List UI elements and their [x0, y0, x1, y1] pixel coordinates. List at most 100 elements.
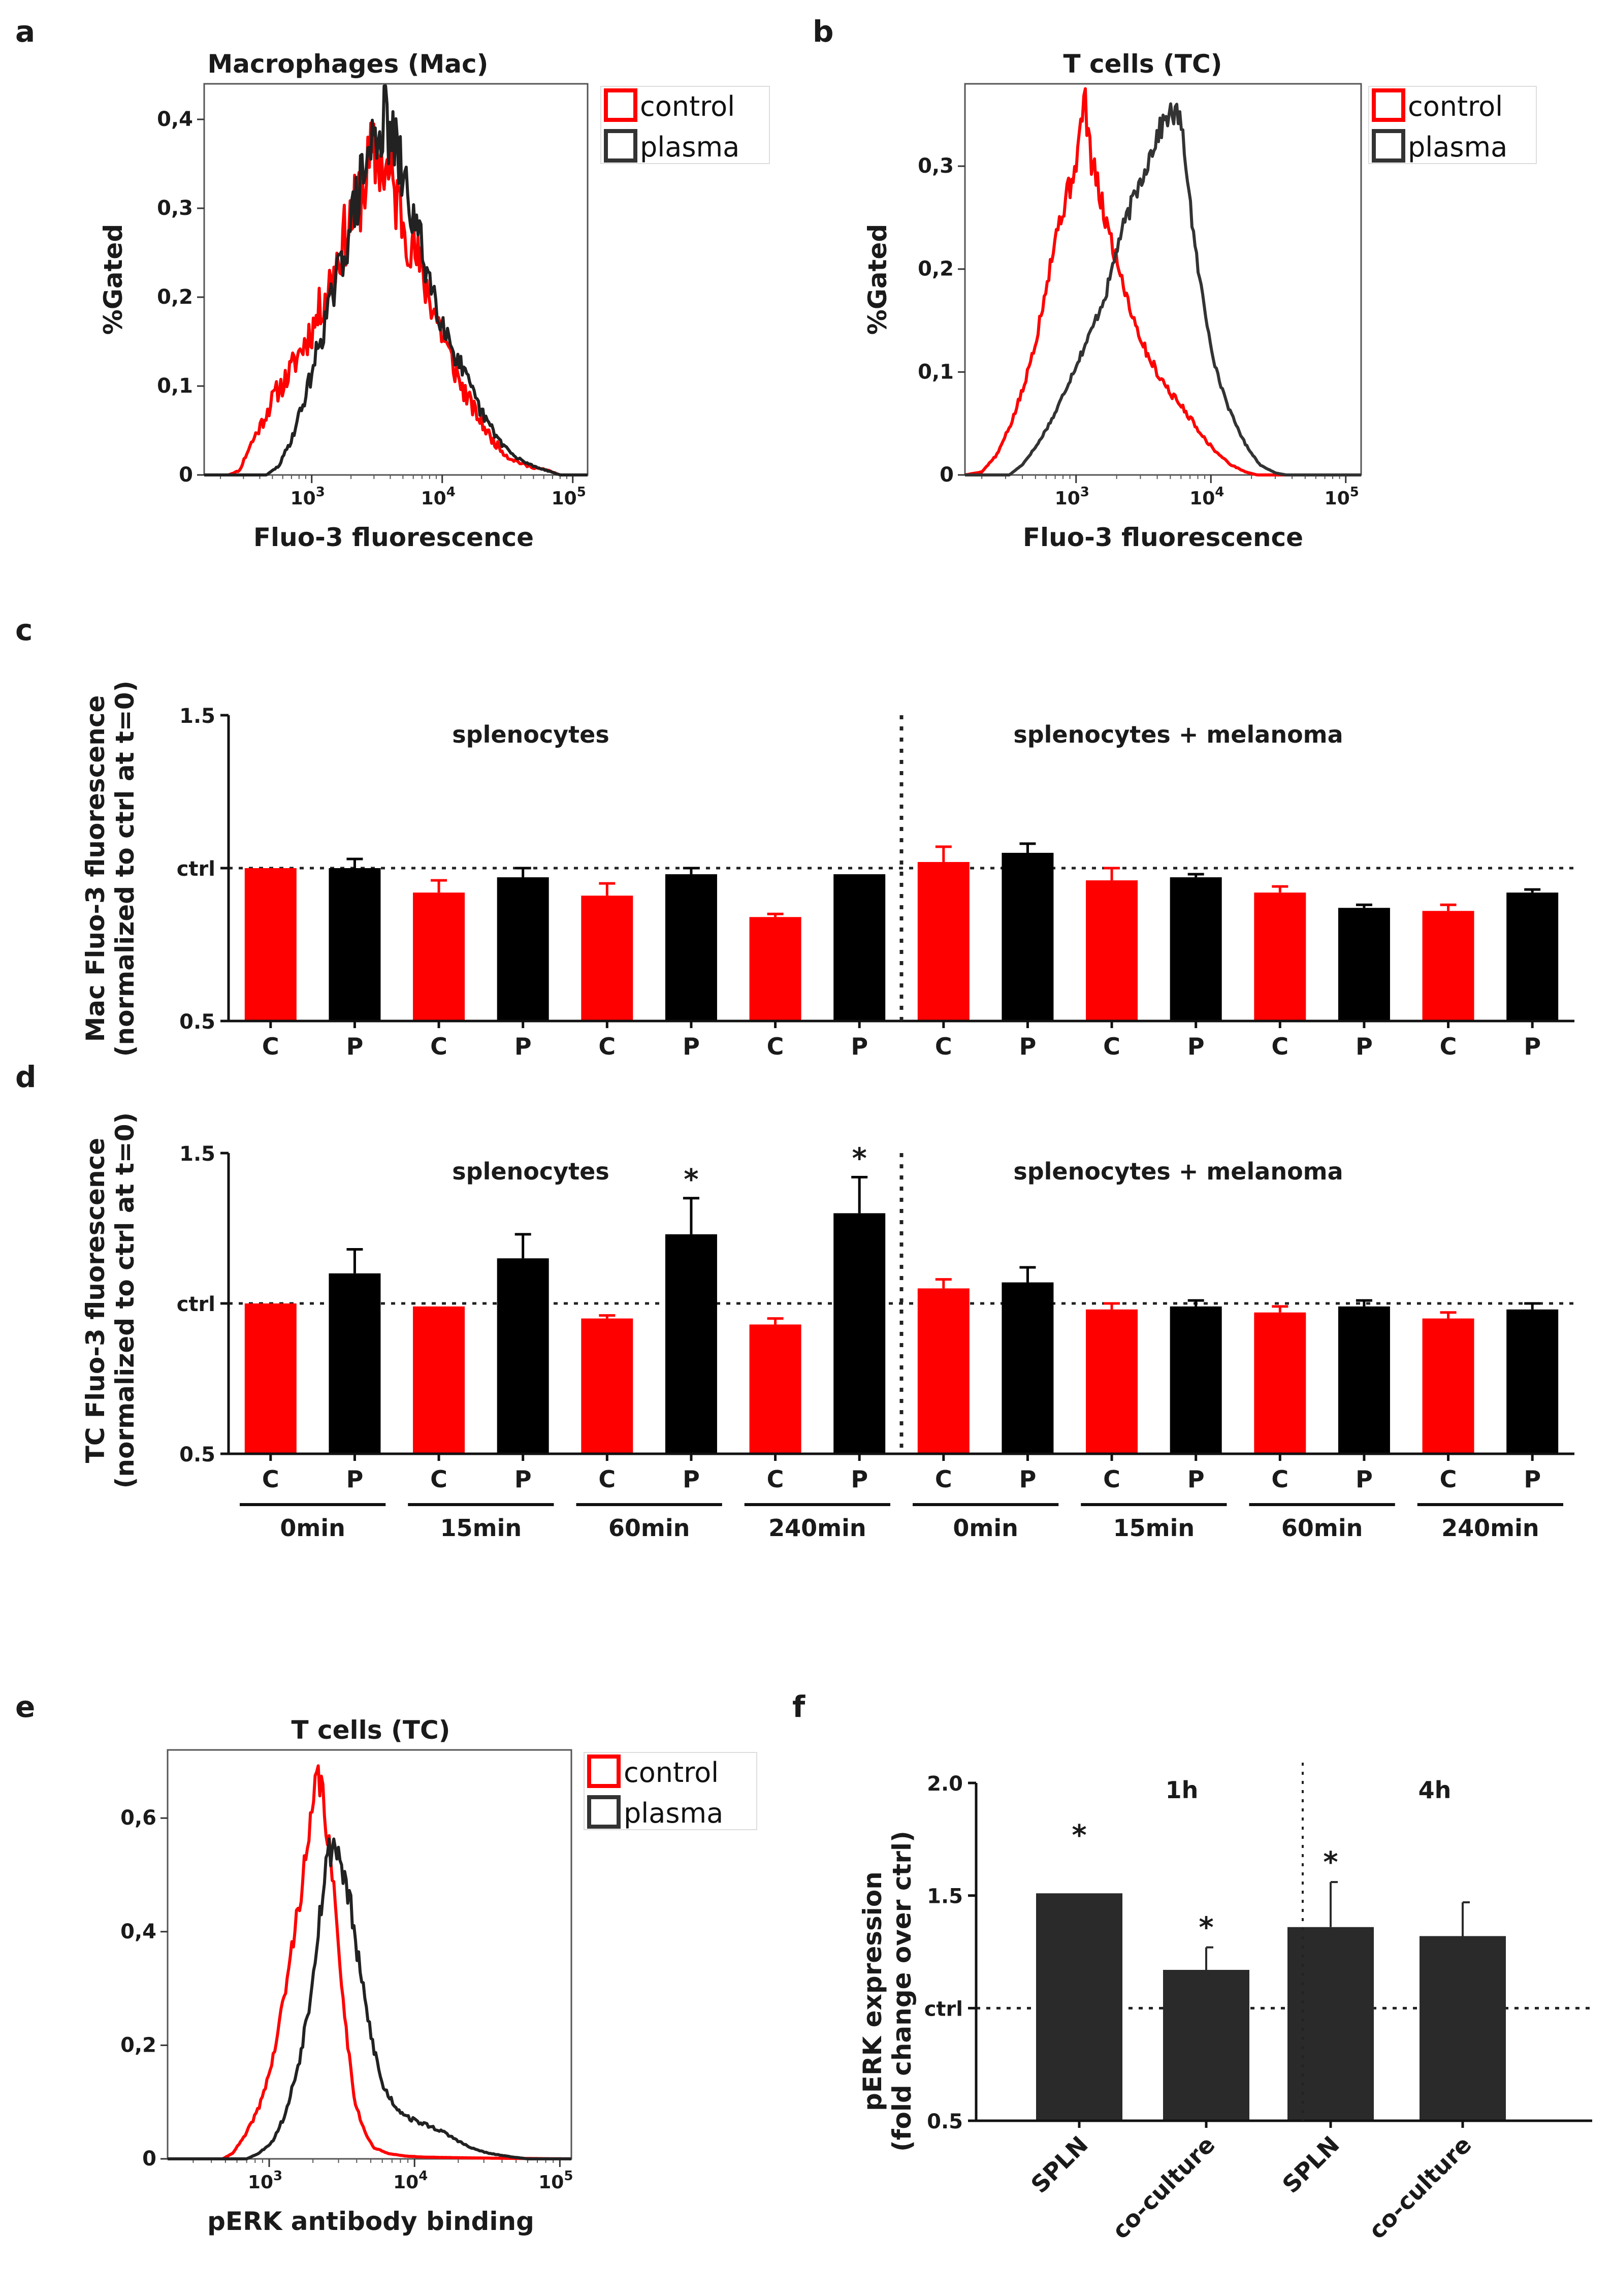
panel-f-bar-1: [1163, 1969, 1249, 2121]
panel_a-x-tick-label: 105: [552, 485, 586, 509]
panel_c-x-label-0: C: [262, 1033, 279, 1060]
panel_a-y-tick-label: 0,3: [157, 197, 193, 220]
panel_c-bar-11: [1170, 877, 1222, 1021]
panel-letter-f: f: [792, 1689, 805, 1724]
panel-e-x-ticks: 103 104 105: [192, 2159, 573, 2193]
panel-f-x-label-0: SPLN: [1025, 2131, 1093, 2198]
panel_c-x-label-12: C: [1271, 1033, 1288, 1060]
panel_c-bar-2: [413, 892, 465, 1021]
panel_e-y-tick-label: 0,2: [120, 2033, 156, 2057]
panel-c-section-splenocytes: splenocytes: [452, 721, 609, 748]
panel-f: f pERK expression (fold change over ctrl…: [792, 1689, 1592, 2244]
panel_d-bar-10: [1086, 1309, 1138, 1454]
panel-d-time-groups: 0min 15min 60min 240min 0min 15min 60min 240min: [240, 1503, 1563, 1542]
panel-f-section-1h: 1h: [1166, 1776, 1199, 1804]
panel_d-bar-14: [1422, 1318, 1474, 1454]
panel-f-significance-star-1: *: [1199, 1911, 1213, 1944]
panel-d-error-bars: [346, 1175, 1541, 1325]
panel-f-bar-0: [1036, 1893, 1122, 2121]
panel-b-plot-frame: [964, 83, 1362, 476]
panel-f-x-label-3: co-culture: [1363, 2131, 1477, 2245]
panel_c-x-label-14: C: [1440, 1033, 1457, 1060]
panel_b-x-tick-label: 103: [1055, 485, 1089, 509]
panel_d-bar-6: [749, 1324, 801, 1454]
panel_d-x-label-13: P: [1356, 1465, 1373, 1493]
panel-d: d TC Fluo-3 fluorescence (normalized to …: [15, 1060, 1574, 1542]
panel-b-legend: control plasma: [1368, 86, 1537, 164]
panel-a-legend-control-swatch: [604, 88, 637, 122]
panel-f-y-tick-label: 0.5: [927, 2110, 963, 2133]
panel_c-x-label-1: P: [346, 1033, 364, 1060]
panel_d-x-label-9: P: [1019, 1465, 1037, 1493]
panel-letter-e: e: [15, 1689, 35, 1724]
panel-b-y-ticks: 0 0,1 0,2 0,3: [918, 154, 965, 487]
panel_c-x-label-9: P: [1019, 1033, 1037, 1060]
panel_d-y-tick-label: 1.5: [179, 1142, 215, 1166]
panel_e-x-tick-label: 104: [393, 2169, 428, 2193]
panel-letter-a: a: [15, 14, 35, 49]
panel_a-y-tick-label: 0,2: [157, 285, 193, 309]
panel-d-bars: [244, 1213, 1559, 1454]
panel_c-x-label-7: P: [851, 1033, 868, 1060]
panel-b-y-axis-label: %Gated: [863, 224, 892, 335]
panel_e-y-tick-label: 0,6: [120, 1806, 156, 1830]
panel-e-y-ticks: 0 0,2 0,4 0,6: [120, 1806, 168, 2171]
panel_d-bar-9: [1002, 1282, 1054, 1454]
panel-f-x-label-1: co-culture: [1107, 2131, 1220, 2245]
panel-a-x-ticks: 103 104 105: [220, 475, 586, 509]
panel_c-bar-13: [1338, 908, 1390, 1021]
panel_a-x-tick-label: 104: [421, 485, 456, 509]
panel_d-group-label-0: 0min: [280, 1514, 345, 1542]
panel_d-x-label-11: P: [1187, 1465, 1205, 1493]
panel_d-x-label-12: C: [1271, 1465, 1288, 1493]
panel_d-bar-12: [1254, 1312, 1306, 1454]
panel_d-bar-3: [497, 1258, 549, 1454]
panel-e-curves: [168, 1764, 571, 2160]
panel_a-x-tick-label: 103: [291, 485, 325, 509]
panel-letter-d: d: [15, 1060, 37, 1094]
panel_c-bar-15: [1506, 892, 1559, 1021]
panel_c-bar-5: [665, 874, 717, 1021]
panel-f-y-tick-label: 2.0: [927, 1772, 963, 1796]
panel_e-y-tick-label: 0: [142, 2147, 156, 2171]
panel-e-legend-plasma: plasma: [624, 1797, 723, 1829]
panel-f-significance-star-0: *: [1072, 1819, 1086, 1852]
panel-b-legend-plasma-swatch: [1372, 129, 1405, 163]
panel_c-bar-10: [1086, 880, 1138, 1021]
panel_d-bar-5: [665, 1234, 717, 1454]
panel_d-bar-13: [1338, 1306, 1390, 1454]
panel-a-legend: control plasma: [600, 86, 770, 164]
panel_b-x-tick-label: 104: [1189, 485, 1224, 509]
panel_b-y-tick-label: 0: [940, 463, 954, 487]
panel-e-plot-frame: [167, 1749, 572, 2160]
panel-f-x-label-2: SPLN: [1277, 2131, 1344, 2198]
panel_c-bar-14: [1422, 911, 1474, 1021]
panel_d-group-label-4: 0min: [953, 1514, 1018, 1542]
panel-e-legend: control plasma: [584, 1752, 757, 1830]
panel-e-legend-control: control: [624, 1757, 719, 1789]
panel_d-group-label-7: 240min: [1441, 1514, 1539, 1542]
panel-c-bars: [244, 852, 1559, 1021]
panel-f-y-tick-label: 1.5: [927, 1885, 963, 1908]
panel-b-legend-control: control: [1408, 90, 1503, 122]
panel_b-curve-plasma: [965, 102, 1361, 476]
panel-f-section-4h: 4h: [1418, 1776, 1452, 1804]
panel-e: e T cells (TC) 0 0,2 0,4 0,6 103 104 105 pERK…: [15, 1689, 757, 2236]
panel-a-curves: [204, 84, 588, 476]
panel-a-legend-plasma-swatch: [604, 129, 637, 163]
panel-f-y-ticks: 0.5 ctrl 1.5 2.0: [924, 1772, 976, 2133]
panel-b-title: T cells (TC): [1063, 49, 1222, 79]
panel_c-x-label-2: C: [430, 1033, 447, 1060]
panel_e-x-tick-label: 105: [538, 2169, 573, 2193]
panel-c-y-axis-label-line2: (normalized to ctrl at t=0): [110, 681, 140, 1057]
panel_d-bar-4: [581, 1318, 633, 1454]
panel_c-bar-7: [833, 874, 886, 1021]
panel_d-significance-star-5: *: [684, 1163, 698, 1196]
panel_c-bar-1: [329, 868, 381, 1021]
panel-e-title: T cells (TC): [291, 1715, 450, 1745]
panel_c-x-label-10: C: [1103, 1033, 1120, 1060]
panel_a-y-tick-label: 0,1: [157, 374, 193, 398]
panel_c-bar-0: [244, 868, 297, 1021]
